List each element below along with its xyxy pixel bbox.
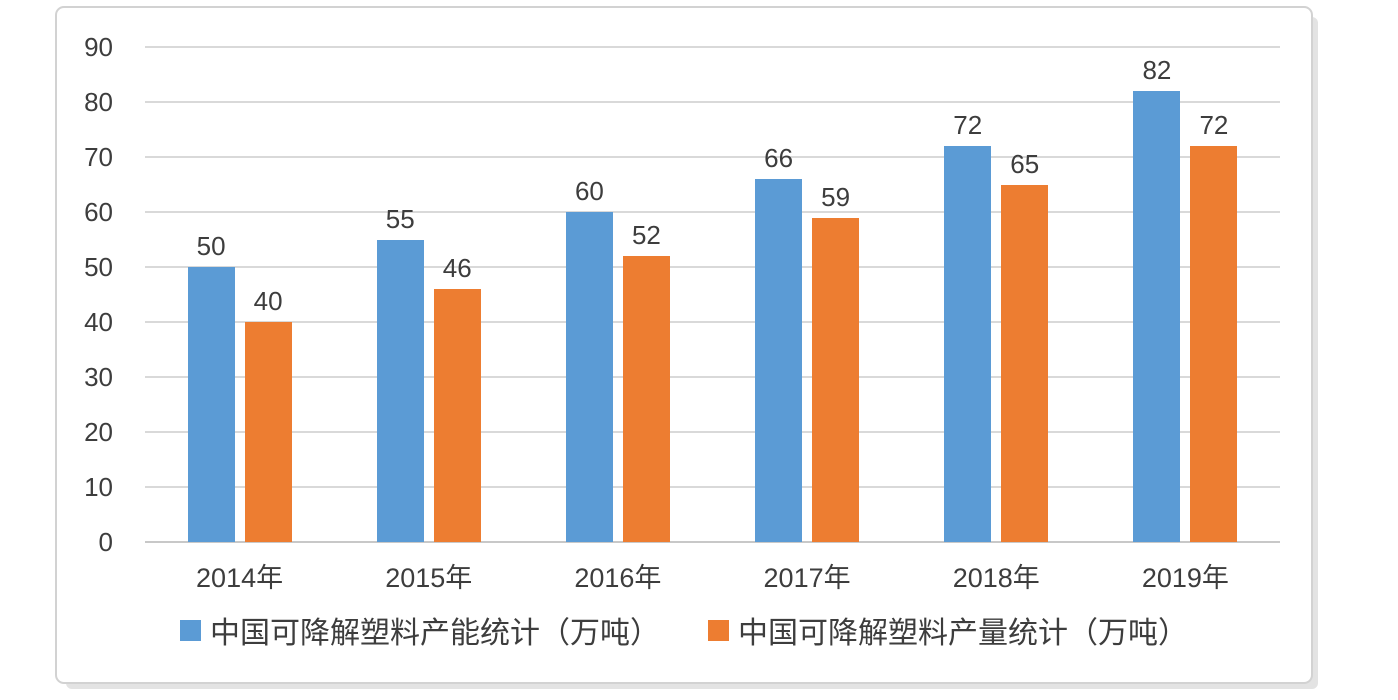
x-category-label: 2017年 [763,563,851,593]
bar-series-2-2018年 [1001,184,1049,542]
gridline [145,156,1280,158]
x-category-label: 2014年 [196,563,284,593]
gridline [145,211,1280,213]
gridline [145,266,1280,268]
bar-value-label: 59 [821,181,851,212]
bar-series-2-2016年 [622,256,670,542]
y-tick-label: 20 [84,417,113,447]
bar-series-1-2017年 [755,179,803,542]
legend-swatch-icon [708,619,729,641]
x-category-label: 2016年 [574,563,662,593]
bar-series-2-2014年 [244,322,292,542]
y-tick-label: 40 [84,307,113,337]
bar-value-label: 65 [1010,148,1040,179]
y-tick-label: 0 [98,527,113,557]
bar-series-1-2019年 [1133,91,1181,542]
bar-value-label: 72 [953,110,983,140]
legend-item-2: 中国可降解塑料产量统计（万吨） [708,608,1188,652]
bar-series-2-2017年 [812,217,860,542]
gridline [145,46,1280,48]
bar-value-label: 52 [631,220,661,250]
bar-value-label: 50 [196,231,226,261]
y-tick-label: 90 [84,32,113,62]
bar-series-1-2016年 [565,212,613,542]
bar-series-1-2014年 [187,267,235,542]
bar-value-label: 66 [764,143,794,173]
bar-series-2-2015年 [433,289,481,542]
chart-frame: 0 10 20 30 40 50 60 70 80 90 50 40 2014年 55 46 2015年 60 5… [55,6,1313,684]
y-tick-label: 50 [84,252,113,282]
gridline [145,486,1280,488]
legend-swatch-icon [180,619,201,641]
bar-value-label: 60 [574,176,604,206]
legend: 中国可降解塑料产能统计（万吨） 中国可降解塑料产量统计（万吨） [57,608,1311,652]
bar-value-label: 46 [442,253,472,283]
x-category-label: 2018年 [952,563,1040,593]
legend-item-1: 中国可降解塑料产能统计（万吨） [180,608,660,652]
x-category-label: 2019年 [1141,563,1229,593]
bar-series-1-2018年 [944,146,992,542]
gridline [145,376,1280,378]
x-axis-line [145,541,1280,543]
legend-label: 中国可降解塑料产能统计（万吨） [210,617,660,650]
y-tick-label: 60 [84,197,113,227]
gridline [145,431,1280,433]
bar-series-2-2019年 [1190,146,1238,542]
y-tick-label: 70 [84,142,113,172]
y-tick-label: 80 [84,87,113,117]
gridline [145,101,1280,103]
bar-value-label: 55 [385,203,415,234]
bar-series-1-2015年 [376,239,424,542]
y-tick-label: 10 [84,472,113,502]
x-category-label: 2015年 [385,563,473,593]
bar-value-label: 82 [1142,55,1172,85]
legend-label: 中国可降解塑料产量统计（万吨） [738,617,1188,650]
y-tick-label: 30 [84,362,113,392]
bar-value-label: 72 [1199,110,1229,140]
bar-value-label: 40 [253,286,283,316]
gridline [145,321,1280,323]
